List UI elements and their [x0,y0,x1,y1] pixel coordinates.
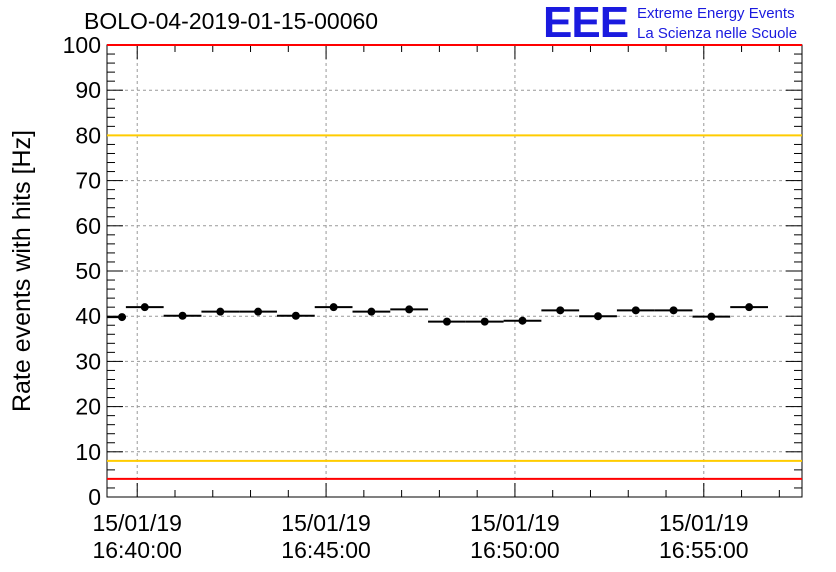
x-tick-label-time: 16:45:00 [281,537,371,563]
y-tick-label: 70 [75,168,101,194]
data-point [140,303,149,312]
data-point [254,307,263,316]
logo-mark: EEE [543,0,629,47]
data-point [216,307,225,316]
y-tick-label: 0 [88,484,101,510]
y-tick-label: 10 [75,439,101,465]
data-point [707,312,716,321]
data-point [631,306,640,315]
data-point [118,313,126,322]
data-point [518,316,527,325]
y-tick-label: 60 [75,213,101,239]
data-point [556,306,565,315]
x-tick-label-date: 15/01/19 [470,510,560,536]
data-point [745,303,754,312]
y-tick-label: 80 [75,122,101,148]
data-point [480,317,489,326]
x-tick-label-time: 16:50:00 [470,537,560,563]
data-point [291,311,300,320]
logo-line-1: Extreme Energy Events [637,5,795,22]
y-tick-label: 100 [63,32,101,58]
x-tick-label-date: 15/01/19 [659,510,749,536]
data-point [367,307,376,316]
y-tick-label: 50 [75,258,101,284]
data-point [405,305,414,314]
logo-text: Extreme Energy Events La Scienza nelle S… [637,4,797,44]
logo-line-2: La Scienza nelle Scuole [637,25,798,42]
data-point [178,311,187,320]
x-tick-label-time: 16:40:00 [92,537,182,563]
chart-title: BOLO-04-2019-01-15-00060 [84,8,379,34]
eee-logo: EEE Extreme Energy Events La Scienza nel… [543,0,833,47]
y-tick-label: 40 [75,303,101,329]
data-point [594,312,603,321]
data-point [669,306,678,315]
x-tick-label-time: 16:55:00 [659,537,749,563]
x-tick-label-date: 15/01/19 [281,510,371,536]
data-point [329,303,338,312]
data-point [442,317,451,326]
y-axis-label: Rate events with hits [Hz] [8,130,36,412]
y-tick-label: 90 [75,77,101,103]
y-tick-label: 30 [75,348,101,374]
y-tick-label: 20 [75,394,101,420]
x-tick-label-date: 15/01/19 [92,510,182,536]
